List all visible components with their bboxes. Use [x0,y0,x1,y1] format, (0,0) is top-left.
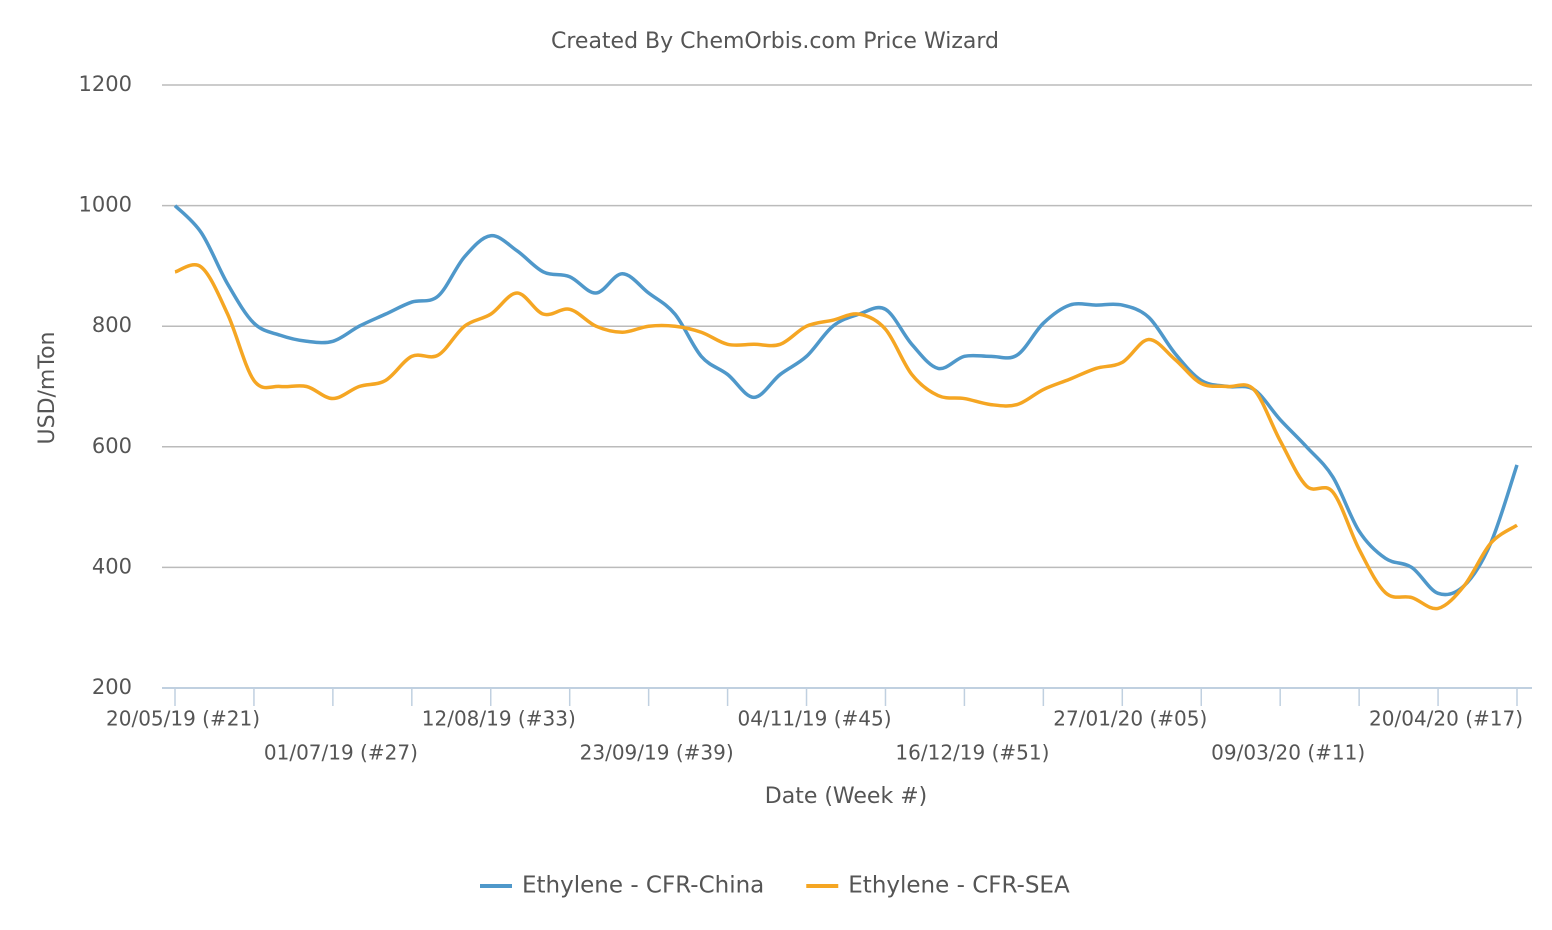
y-tick-label: 600 [92,434,132,458]
chart-title: Created By ChemOrbis.com Price Wizard [551,29,999,54]
x-tick-label: 09/03/20 (#11) [1211,741,1365,765]
y-tick-label: 1000 [79,193,132,217]
x-tick-label: 20/04/20 (#17) [1369,707,1523,731]
x-tick-label: 01/07/19 (#27) [264,741,418,765]
x-tick-label: 23/09/19 (#39) [580,741,734,765]
x-tick-label: 27/01/20 (#05) [1053,707,1207,731]
legend-label: Ethylene - CFR-China [522,873,764,899]
x-tick-label: 04/11/19 (#45) [738,707,892,731]
y-tick-label: 200 [92,675,132,699]
x-axis-label: Date (Week #) [765,784,927,809]
y-tick-label: 1200 [79,72,132,96]
legend-label: Ethylene - CFR-SEA [848,873,1070,899]
line-series [173,204,1519,597]
x-tick-label: 12/08/19 (#33) [422,707,576,731]
y-axis-label: USD/mTon [35,332,60,445]
x-tick-label: 20/05/19 (#21) [106,707,260,731]
line-series [174,263,1518,611]
x-tick-label: 16/12/19 (#51) [895,741,1049,765]
y-tick-label: 800 [92,313,132,337]
y-tick-label: 400 [92,554,132,578]
